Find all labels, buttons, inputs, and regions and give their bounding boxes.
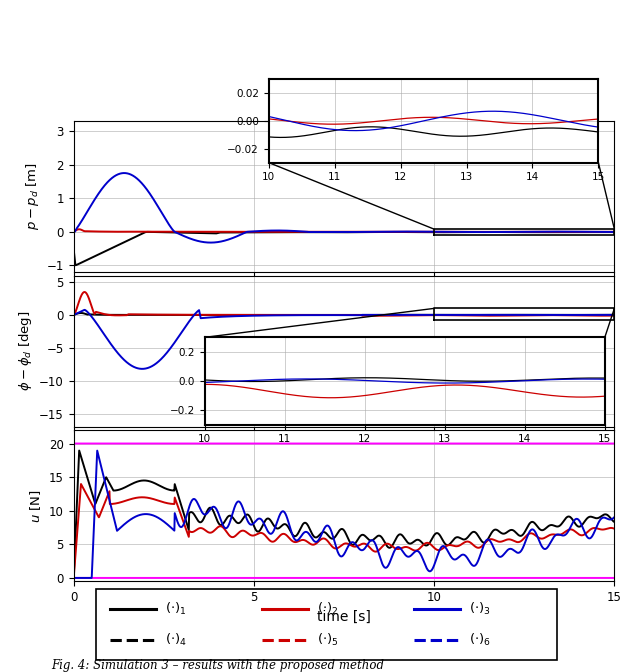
Y-axis label: $\phi - \phi_d$ [deg]: $\phi - \phi_d$ [deg]	[17, 311, 33, 391]
Y-axis label: $u$ [N]: $u$ [N]	[29, 489, 44, 523]
Text: $(\cdot)_4$: $(\cdot)_4$	[165, 632, 187, 648]
Text: $(\cdot)_6$: $(\cdot)_6$	[469, 632, 491, 648]
Text: $(\cdot)_1$: $(\cdot)_1$	[165, 601, 187, 617]
Y-axis label: $p - p_d$ [m]: $p - p_d$ [m]	[24, 163, 41, 230]
X-axis label: time [s]: time [s]	[317, 610, 371, 624]
Text: $(\cdot)_5$: $(\cdot)_5$	[317, 632, 339, 648]
Text: $(\cdot)_3$: $(\cdot)_3$	[469, 601, 491, 617]
Text: $(\cdot)_2$: $(\cdot)_2$	[317, 601, 339, 617]
Text: Fig. 4: Simulation 3 – results with the proposed method: Fig. 4: Simulation 3 – results with the …	[51, 659, 384, 671]
